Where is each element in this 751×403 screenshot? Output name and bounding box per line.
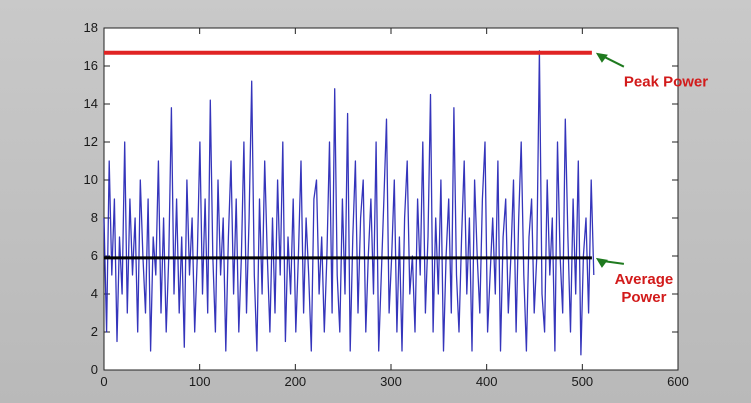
x-tick-label: 300 <box>380 374 402 389</box>
axis-ticks: 0 2 4 6 8 10 12 14 16 18 0 100 200 300 400 500 600 <box>84 20 689 389</box>
annotation-label: Peak Power <box>624 74 708 91</box>
y-tick-label: 4 <box>91 286 98 301</box>
annotation-arrowhead <box>595 257 608 268</box>
x-tick-label: 100 <box>189 374 211 389</box>
y-tick-label: 10 <box>84 172 98 187</box>
x-tick-label: 0 <box>100 374 107 389</box>
x-tick-label: 500 <box>571 374 593 389</box>
power-signal-line <box>103 50 595 356</box>
y-tick-label: 0 <box>91 362 98 377</box>
annotation-label: Average <box>615 271 674 288</box>
x-tick-label: 600 <box>667 374 689 389</box>
y-tick-label: 14 <box>84 96 98 111</box>
annotation-arrowhead <box>595 52 608 63</box>
annotation-label: Power <box>621 289 666 306</box>
y-tick-label: 18 <box>84 20 98 35</box>
x-tick-label: 400 <box>476 374 498 389</box>
series-layer <box>103 50 595 356</box>
x-tick-label: 200 <box>284 374 306 389</box>
y-tick-label: 8 <box>91 210 98 225</box>
y-tick-label: 12 <box>84 134 98 149</box>
y-tick-label: 16 <box>84 58 98 73</box>
y-tick-label: 2 <box>91 324 98 339</box>
y-tick-label: 6 <box>91 248 98 263</box>
